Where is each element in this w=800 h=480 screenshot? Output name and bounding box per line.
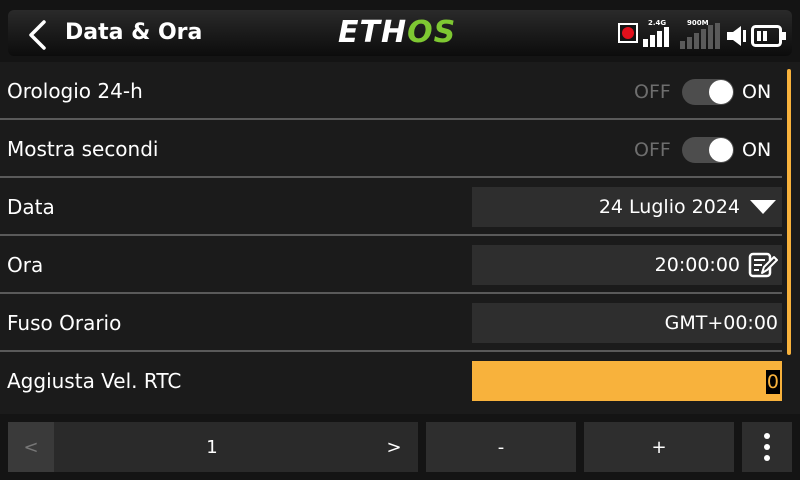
header: Data & Ora ETHOS 2.4G 900M bbox=[0, 0, 800, 62]
time-label: Ora bbox=[7, 253, 44, 277]
row-divider bbox=[0, 292, 782, 294]
toggle-off-label: OFF bbox=[634, 81, 671, 103]
signal-2g4-icon bbox=[643, 27, 669, 47]
time-field[interactable]: 20:00:00 bbox=[472, 245, 782, 285]
row-rtc-adjust: Aggiusta Vel. RTC 0 bbox=[0, 352, 782, 410]
settings-list: Orologio 24-h OFF ON Mostra secondi OFF … bbox=[0, 62, 800, 410]
row-divider bbox=[0, 350, 782, 352]
title-bar: Data & Ora ETHOS 2.4G 900M bbox=[8, 10, 792, 56]
row-divider bbox=[0, 118, 782, 120]
toggle-knob bbox=[709, 138, 733, 162]
date-value: 24 Luglio 2024 bbox=[598, 196, 740, 218]
chevron-left-icon bbox=[29, 20, 46, 50]
toggle-off-label: OFF bbox=[634, 139, 671, 161]
footer-toolbar: < 1 > - + bbox=[0, 414, 800, 480]
edit-icon[interactable] bbox=[748, 252, 778, 278]
signal-2g4-label: 2.4G bbox=[648, 19, 667, 27]
speaker-muted-icon bbox=[727, 26, 746, 46]
show-seconds-toggle[interactable]: OFF ON bbox=[634, 136, 780, 164]
show-seconds-label: Mostra secondi bbox=[7, 137, 159, 161]
ethos-logo: ETHOS bbox=[338, 15, 457, 50]
page-selector: < 1 > bbox=[8, 422, 418, 472]
prev-page-button[interactable]: < bbox=[8, 422, 54, 472]
toggle-track[interactable] bbox=[682, 79, 734, 105]
toggle-knob bbox=[709, 80, 733, 104]
signal-900m-label: 900M bbox=[687, 19, 709, 27]
row-show-seconds: Mostra secondi OFF ON bbox=[0, 120, 782, 178]
rtc-adjust-label: Aggiusta Vel. RTC bbox=[7, 369, 182, 393]
date-dropdown[interactable]: 24 Luglio 2024 bbox=[472, 187, 782, 227]
rtc-adjust-value: 0 bbox=[765, 370, 780, 394]
record-icon bbox=[618, 23, 638, 43]
page-number: 1 bbox=[206, 436, 218, 458]
row-timezone: Fuso Orario GMT+00:00 bbox=[0, 294, 782, 352]
timezone-field[interactable]: GMT+00:00 bbox=[472, 303, 782, 343]
back-button[interactable] bbox=[18, 15, 58, 55]
clock-24h-toggle[interactable]: OFF ON bbox=[634, 78, 780, 106]
toggle-on-label: ON bbox=[742, 81, 772, 103]
decrement-button[interactable]: - bbox=[426, 422, 576, 472]
clock-24h-label: Orologio 24-h bbox=[7, 79, 143, 103]
time-value: 20:00:00 bbox=[654, 254, 740, 276]
timezone-label: Fuso Orario bbox=[7, 311, 122, 335]
rtc-adjust-field[interactable]: 0 bbox=[472, 361, 782, 401]
timezone-value: GMT+00:00 bbox=[664, 312, 778, 334]
date-label: Data bbox=[7, 195, 55, 219]
signal-900m-icon bbox=[680, 23, 720, 49]
row-time: Ora 20:00:00 bbox=[0, 236, 782, 294]
row-clock-24h: Orologio 24-h OFF ON bbox=[0, 62, 782, 120]
toggle-on-label: ON bbox=[742, 139, 772, 161]
toggle-track[interactable] bbox=[682, 137, 734, 163]
battery-icon bbox=[751, 25, 786, 47]
row-divider bbox=[0, 176, 782, 178]
row-divider bbox=[0, 234, 782, 236]
next-page-button[interactable]: > bbox=[386, 436, 402, 458]
dropdown-arrow-icon bbox=[750, 200, 776, 214]
more-vertical-icon bbox=[764, 433, 770, 461]
row-date: Data 24 Luglio 2024 bbox=[0, 178, 782, 236]
scrollbar[interactable] bbox=[787, 69, 791, 355]
page-title: Data & Ora bbox=[65, 20, 203, 45]
more-menu-button[interactable] bbox=[742, 422, 792, 472]
increment-button[interactable]: + bbox=[584, 422, 734, 472]
